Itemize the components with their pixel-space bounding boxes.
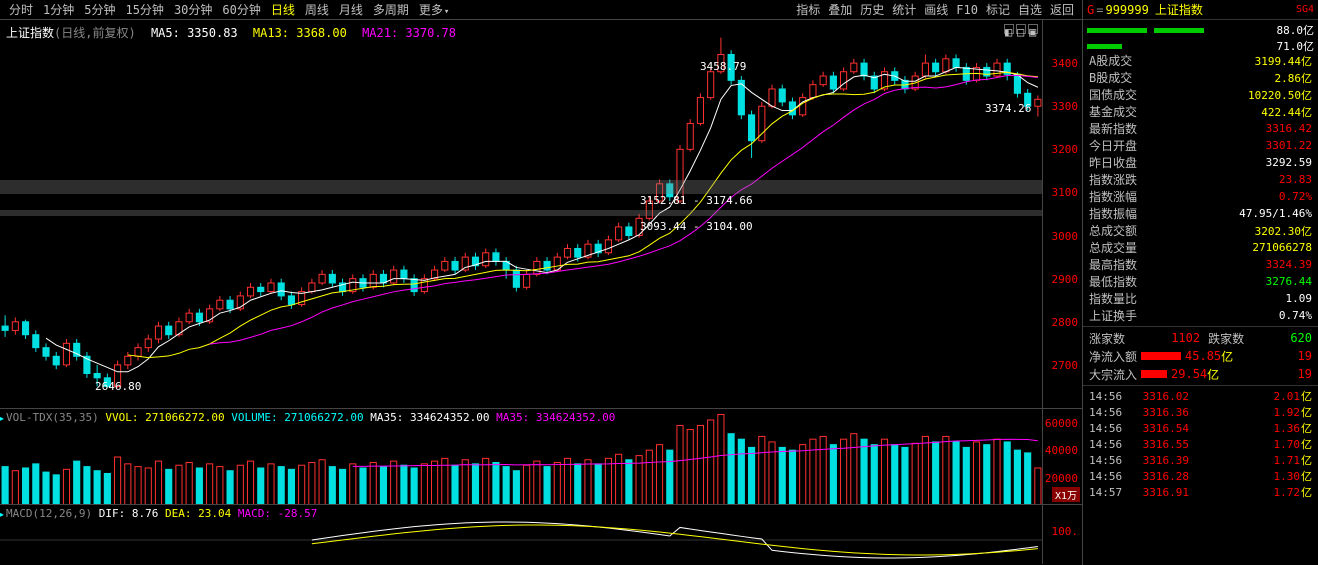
timeframe-toolbar: 分时1分钟5分钟15分钟30分钟60分钟日线周线月线多周期更多 指标叠加历史统计画…	[0, 0, 1082, 20]
volume-title: VOL-TDX(35,35) VVOL: 271066272.00 VOLUME…	[6, 411, 615, 424]
macd-panel[interactable]: ▸ MACD(12,26,9) DIF: 8.76 DEA: 23.04 MAC…	[0, 504, 1082, 564]
chart-name: 上证指数	[6, 26, 54, 40]
timeframe-多周期[interactable]: 多周期	[368, 1, 414, 18]
price-y-axis: 34003300320031003000290028002700	[1042, 20, 1082, 408]
toolbar-历史[interactable]: 历史	[856, 1, 888, 18]
flow-bar-2: 71.0亿	[1083, 36, 1318, 52]
timeframe-分时[interactable]: 分时	[4, 1, 38, 18]
volume-panel[interactable]: ▸ VOL-TDX(35,35) VVOL: 271066272.00 VOLU…	[0, 408, 1082, 504]
block-inflow-row: 大宗流入 29.54亿 19	[1083, 365, 1318, 383]
tick-row: 14:563316.391.71亿	[1083, 452, 1318, 468]
stat-row: 上证换手0.74%	[1083, 307, 1318, 324]
stat-row: 国债成交10220.50	[1083, 86, 1318, 103]
price-annotation: 3374.26	[985, 102, 1031, 115]
updown-row: 涨家数 1102 跌家数 620	[1083, 329, 1318, 347]
stat-row: 最高指数3324.39	[1083, 256, 1318, 273]
sidebar: G = 999999 上证指数 SG4 88.0亿 71.0亿 A股成交3199…	[1083, 0, 1318, 565]
tick-row: 14:563316.022.01亿	[1083, 388, 1318, 404]
flow-bar-1: 88.0亿	[1083, 20, 1318, 36]
chart-title: 上证指数(日线,前复权) MA5: 3350.83 MA13: 3368.00 …	[6, 24, 456, 41]
timeframe-15分钟[interactable]: 15分钟	[120, 1, 168, 18]
stat-row: 最低指数3276.44	[1083, 273, 1318, 290]
toolbar-F10[interactable]: F10	[952, 3, 982, 17]
price-annotation: 3458.79	[700, 60, 746, 73]
ma21-label: MA21: 3370.78	[362, 26, 456, 40]
timeframe-更多[interactable]: 更多	[414, 1, 454, 18]
support-zone	[0, 180, 1043, 194]
toolbar-画线[interactable]: 画线	[920, 1, 952, 18]
stat-row: 指数涨幅0.72%	[1083, 188, 1318, 205]
timeframe-周线[interactable]: 周线	[300, 1, 334, 18]
stat-row: 基金成交422.44	[1083, 103, 1318, 120]
stat-row: 昨日收盘3292.59	[1083, 154, 1318, 171]
stats-list: A股成交3199.44B股成交2.86国债成交10220.50基金成交422.4…	[1083, 52, 1318, 324]
chart-control-2-icon[interactable]: □	[1016, 24, 1026, 34]
candlestick-chart[interactable]: 上证指数(日线,前复权) MA5: 3350.83 MA13: 3368.00 …	[0, 20, 1082, 408]
support-zone	[0, 210, 1043, 216]
stat-row: 总成交额3202.30	[1083, 222, 1318, 239]
chart-corner-controls: ◧ □ ▣	[1004, 24, 1038, 34]
tick-row: 14:573316.911.72亿	[1083, 484, 1318, 500]
timeframe-30分钟[interactable]: 30分钟	[169, 1, 217, 18]
net-inflow-row: 净流入额 45.85亿 19	[1083, 347, 1318, 365]
ma5-label: MA5: 3350.83	[151, 26, 238, 40]
tick-row: 14:563316.551.70亿	[1083, 436, 1318, 452]
macd-title: MACD(12,26,9) DIF: 8.76 DEA: 23.04 MACD:…	[6, 507, 317, 520]
sidebar-header: G = 999999 上证指数 SG4	[1083, 0, 1318, 20]
toolbar-指标[interactable]: 指标	[792, 1, 824, 18]
tick-row: 14:563316.541.36亿	[1083, 420, 1318, 436]
toolbar-自选[interactable]: 自选	[1014, 1, 1046, 18]
stat-row: 指数振幅47.95/1.46%	[1083, 205, 1318, 222]
timeframe-月线[interactable]: 月线	[334, 1, 368, 18]
tick-list: 14:563316.022.01亿14:563316.361.92亿14:563…	[1083, 388, 1318, 500]
stat-row: 指数量比1.09	[1083, 290, 1318, 307]
toolbar-统计[interactable]: 统计	[888, 1, 920, 18]
stat-row: A股成交3199.44	[1083, 52, 1318, 69]
stat-row: 今日开盘3301.22	[1083, 137, 1318, 154]
chart-control-3-icon[interactable]: ▣	[1028, 24, 1038, 34]
price-annotation: 2646.80	[95, 380, 141, 393]
chart-area: 分时1分钟5分钟15分钟30分钟60分钟日线周线月线多周期更多 指标叠加历史统计画…	[0, 0, 1083, 565]
tick-row: 14:563316.361.92亿	[1083, 404, 1318, 420]
volume-unit-badge: X1万	[1052, 487, 1080, 502]
tick-row: 14:563316.281.30亿	[1083, 468, 1318, 484]
timeframe-1分钟[interactable]: 1分钟	[38, 1, 79, 18]
toolbar-标记[interactable]: 标记	[982, 1, 1014, 18]
timeframe-日线[interactable]: 日线	[266, 1, 300, 18]
stat-row: 最新指数3316.42	[1083, 120, 1318, 137]
chart-desc: (日线,前复权)	[54, 26, 136, 40]
ma13-label: MA13: 3368.00	[253, 26, 347, 40]
timeframe-5分钟[interactable]: 5分钟	[79, 1, 120, 18]
stat-row: B股成交2.86	[1083, 69, 1318, 86]
stat-row: 指数涨跌23.83	[1083, 171, 1318, 188]
timeframe-60分钟[interactable]: 60分钟	[217, 1, 265, 18]
toolbar-返回[interactable]: 返回	[1046, 1, 1078, 18]
stat-row: 总成交量271066278	[1083, 239, 1318, 256]
chart-control-1-icon[interactable]: ◧	[1004, 24, 1014, 34]
macd-y-axis: 100.	[1042, 505, 1082, 564]
toolbar-叠加[interactable]: 叠加	[824, 1, 856, 18]
